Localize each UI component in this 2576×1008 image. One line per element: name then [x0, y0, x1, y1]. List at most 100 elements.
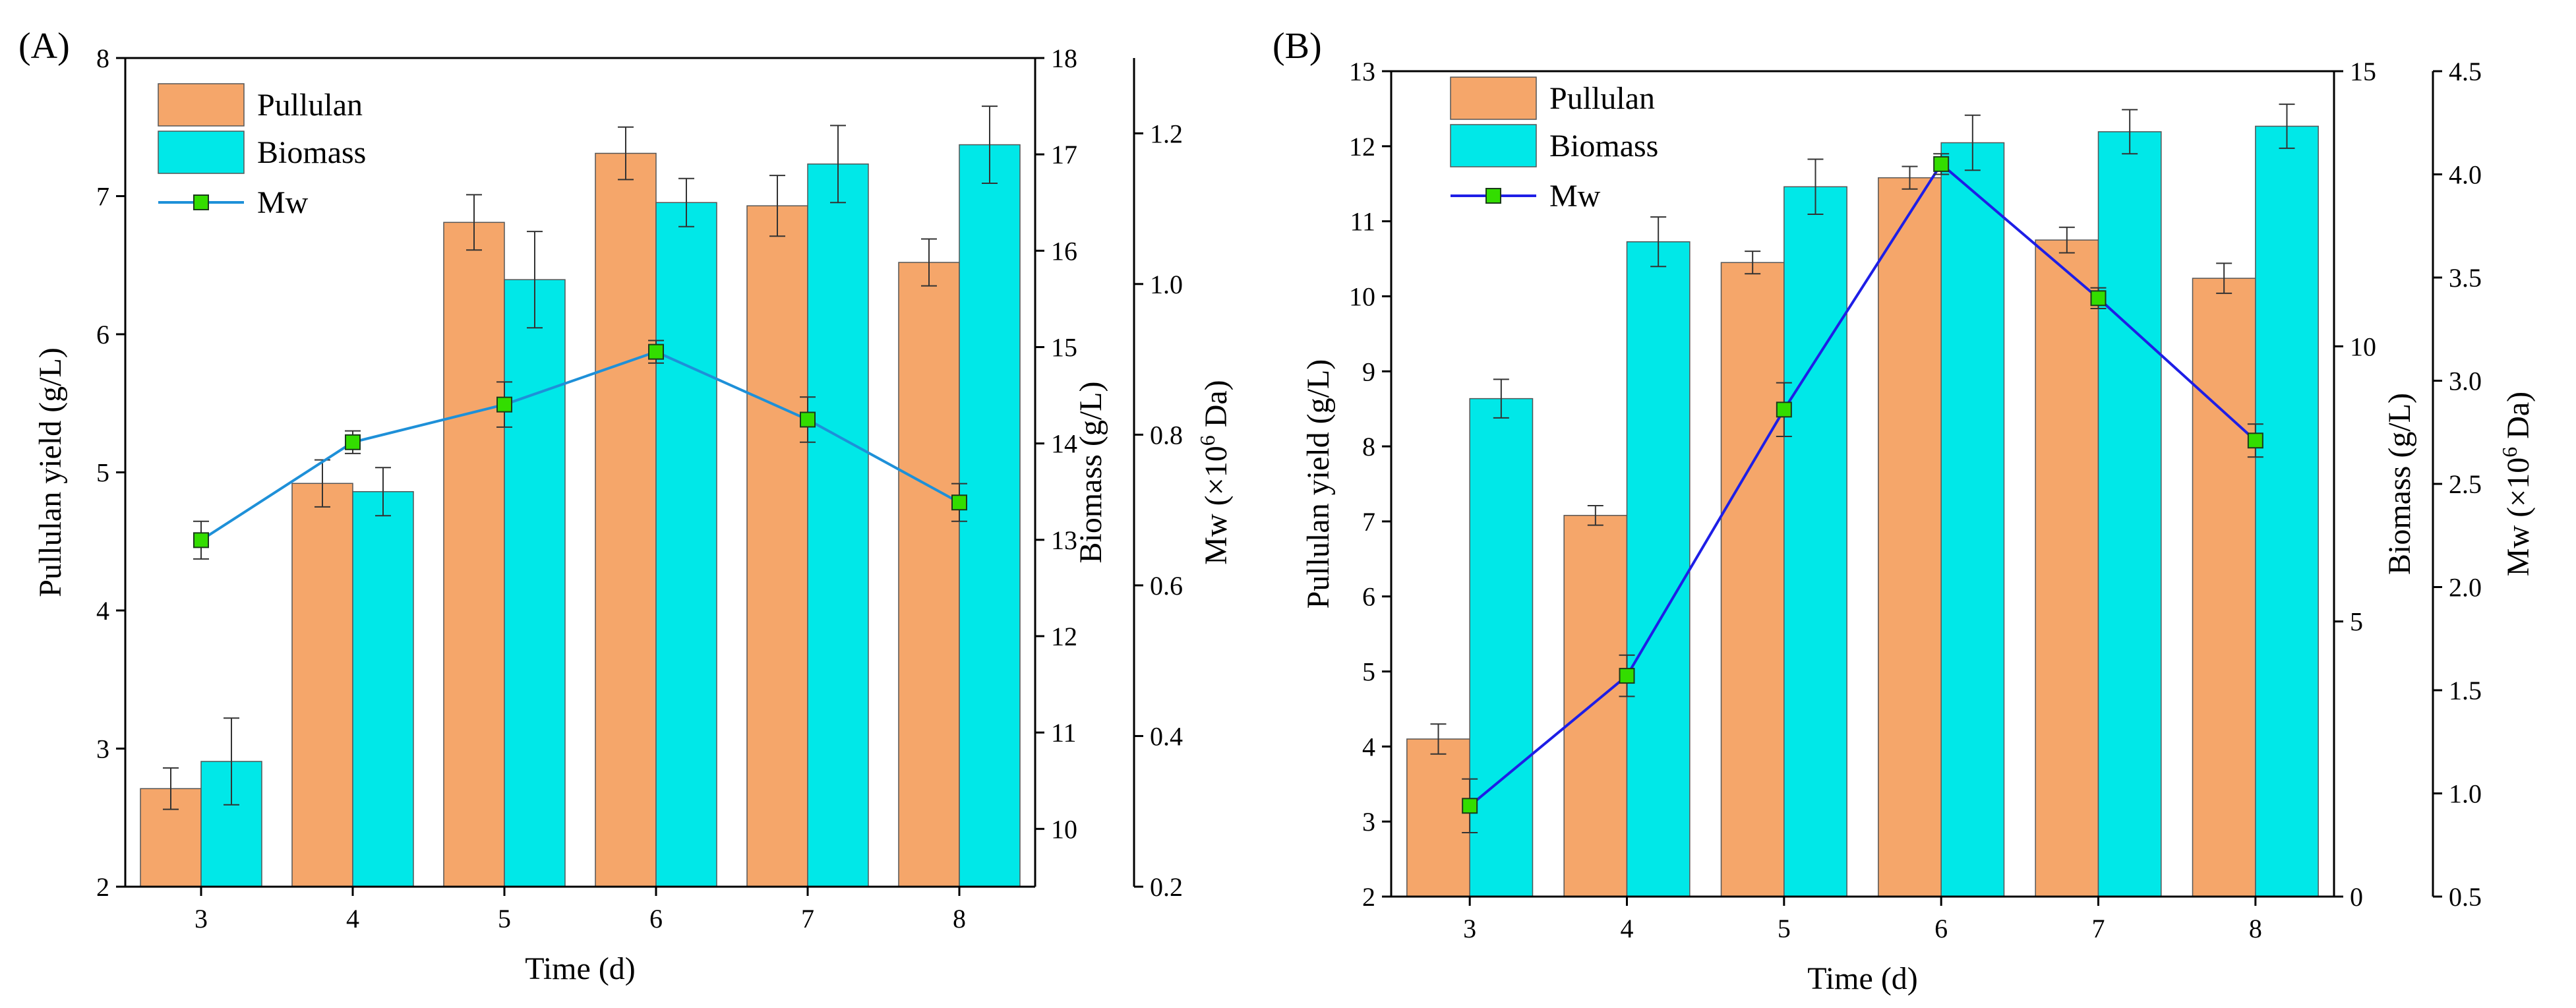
mw-tick-label: 1.0 — [2449, 779, 2482, 809]
panel-label: (B) — [1273, 26, 1322, 67]
mw-tick-label: 0.8 — [1150, 420, 1183, 450]
biomass-tick-label: 13 — [1051, 525, 1077, 555]
mw-tick-label: 1.0 — [1150, 270, 1183, 299]
mw-axis-title-suffix: Da) — [1199, 380, 1234, 435]
mw-axis-title: Mw (×106 Da) — [1195, 380, 1234, 564]
legend-label-mw: Mw — [257, 185, 309, 220]
biomass-bar — [1626, 241, 1691, 897]
x-axis-title: Time (d) — [1807, 961, 1918, 996]
mw-tick-label: 4.5 — [2449, 57, 2482, 86]
mw-tick-label: 1.5 — [2449, 676, 2482, 705]
left-tick-label: 3 — [1362, 807, 1375, 837]
left-tick-label: 3 — [96, 734, 109, 764]
x-tick-label: 8 — [2249, 914, 2262, 943]
mw-point — [800, 411, 816, 428]
biomass-tick-label: 10 — [1051, 814, 1077, 844]
left-tick-label: 10 — [1349, 282, 1375, 311]
left-tick-label: 13 — [1349, 57, 1375, 86]
left-tick-label: 8 — [1362, 432, 1375, 461]
pullulan-bar — [1563, 515, 1628, 897]
mw-axis-title: Mw (×106 Da) — [2498, 392, 2536, 576]
mw-point — [1462, 798, 1478, 814]
mw-tick-label: 0.6 — [1150, 571, 1183, 601]
biomass-tick-label: 14 — [1051, 429, 1077, 459]
mw-point — [496, 396, 512, 413]
pullulan-bar — [291, 483, 353, 887]
x-tick-label: 8 — [953, 904, 966, 934]
panel-label: (A) — [18, 26, 70, 67]
biomass-bar — [807, 163, 869, 887]
legend-swatch-pullulan — [158, 83, 245, 127]
legend-label-mw: Mw — [1549, 179, 1601, 214]
legend-label-biomass: Biomass — [257, 135, 366, 170]
mw-axis-title-sup: 6 — [1195, 435, 1219, 446]
left-tick-label: 2 — [96, 872, 109, 902]
mw-axis-title-prefix: Mw (×10 — [2501, 458, 2536, 576]
mw-point — [1776, 401, 1792, 418]
pullulan-bar — [746, 205, 808, 887]
pullulan-bar — [2192, 278, 2256, 897]
biomass-bar — [1783, 186, 1847, 897]
pullulan-bar — [1878, 177, 1942, 897]
left-tick-label: 5 — [96, 458, 109, 488]
x-tick-label: 3 — [195, 904, 208, 934]
panel-b-chart: (B) 2 3 4 5 6 7 8 9 10 11 12 13 0 5 10 15 0.5 1.0 1.5 2.0 2.5… — [1273, 26, 2536, 996]
mw-point — [951, 494, 967, 511]
pullulan-bar — [443, 222, 505, 887]
legend-label-biomass: Biomass — [1549, 129, 1658, 163]
left-tick-label: 7 — [1362, 507, 1375, 537]
biomass-bar — [1469, 398, 1534, 897]
biomass-bar — [504, 279, 566, 887]
left-axis-title: Pullulan yield (g/L) — [1301, 359, 1336, 609]
biomass-bar — [1940, 142, 2005, 897]
mw-tick-label: 2.0 — [2449, 573, 2482, 603]
mw-point — [2247, 432, 2263, 449]
mw-axis-title-sup: 6 — [2498, 447, 2521, 458]
biomass-tick-label: 17 — [1051, 140, 1077, 169]
left-tick-label: 8 — [96, 44, 109, 73]
mw-axis-title-prefix: Mw (×10 — [1199, 446, 1234, 564]
left-tick-label: 6 — [1362, 582, 1375, 612]
legend-swatch-biomass — [1450, 124, 1537, 167]
mw-tick-label: 3.0 — [2449, 367, 2482, 396]
mw-tick-label: 1.2 — [1150, 119, 1183, 148]
biomass-bar — [2097, 131, 2162, 897]
biomass-bar — [352, 490, 414, 887]
biomass-tick-label: 15 — [1051, 332, 1077, 362]
mw-tick-label: 4.0 — [2449, 160, 2482, 190]
left-tick-label: 9 — [1362, 357, 1375, 386]
mw-point — [1933, 156, 1950, 172]
pullulan-bar — [1406, 738, 1470, 897]
x-tick-label: 6 — [649, 904, 663, 934]
legend-swatch-pullulan — [1450, 76, 1537, 120]
biomass-axis-title: Biomass (g/L) — [2382, 393, 2417, 575]
left-tick-label: 2 — [1362, 882, 1375, 912]
left-tick-label: 4 — [96, 596, 109, 626]
x-tick-label: 4 — [1621, 914, 1634, 943]
legend-swatch-mw-marker — [1485, 188, 1501, 204]
left-axis-title: Pullulan yield (g/L) — [33, 347, 68, 597]
mw-tick-label: 2.5 — [2449, 469, 2482, 499]
mw-tick-label: 3.5 — [2449, 263, 2482, 293]
x-tick-label: 4 — [346, 904, 359, 934]
mw-tick-label: 0.2 — [1150, 872, 1183, 902]
biomass-bar — [2255, 125, 2319, 897]
biomass-axis-title: Biomass (g/L) — [1073, 382, 1108, 564]
left-tick-label: 5 — [1362, 657, 1375, 687]
left-tick-label: 12 — [1349, 132, 1375, 162]
mw-series-line — [1468, 162, 2257, 807]
left-tick-label: 6 — [96, 320, 109, 349]
biomass-tick-label: 18 — [1051, 44, 1077, 73]
x-tick-label: 7 — [2092, 914, 2105, 943]
mw-point — [648, 343, 664, 360]
left-tick-label: 4 — [1362, 732, 1375, 761]
x-axis-title: Time (d) — [525, 951, 636, 986]
x-tick-label: 6 — [1934, 914, 1948, 943]
mw-axis-title-suffix: Da) — [2501, 392, 2536, 447]
legend-swatch-mw-marker — [193, 194, 209, 210]
panel-a-chart: (A) 2 3 4 5 6 7 8 10 11 12 13 14 15 16 17 18 0.2 0.4 0.6 0.8… — [18, 26, 1234, 986]
biomass-bar — [655, 202, 717, 887]
mw-tick-label: 0.4 — [1150, 721, 1183, 751]
legend-label-pullulan: Pullulan — [1549, 81, 1655, 116]
